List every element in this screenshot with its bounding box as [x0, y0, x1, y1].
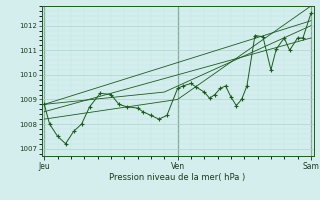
X-axis label: Pression niveau de la mer( hPa ): Pression niveau de la mer( hPa ): [109, 173, 246, 182]
